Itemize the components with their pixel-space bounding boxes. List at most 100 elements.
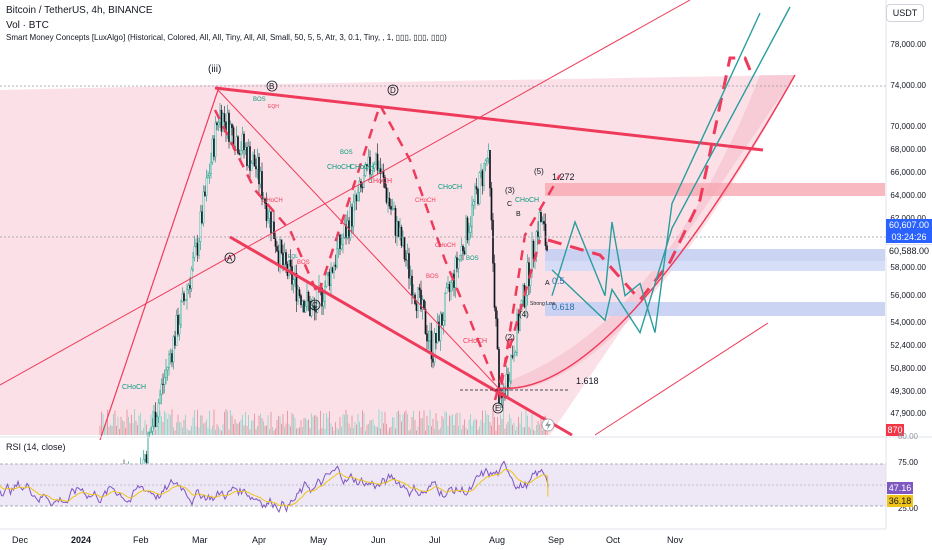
candle-body — [538, 212, 541, 238]
diagonal-line-1 — [217, 89, 506, 396]
rsi-ma-line — [0, 468, 549, 507]
wave-label-4: (4) — [519, 310, 529, 319]
volume-bar — [162, 421, 164, 435]
candle-body — [198, 241, 200, 256]
volume-bar — [137, 425, 138, 435]
rsi-ma-tag: 36.18 — [887, 495, 913, 507]
candle-body — [454, 257, 457, 288]
volume-bar — [254, 413, 255, 435]
volume-bar — [260, 413, 261, 435]
candle-body — [295, 273, 298, 302]
candle-body — [244, 147, 247, 151]
volume-bar — [168, 413, 170, 435]
indicator-legend[interactable]: Smart Money Concepts [LuxAlgo] (Historic… — [6, 33, 447, 42]
volume-bar — [120, 416, 122, 435]
smc-choch-1: CHoCH — [122, 384, 146, 391]
candle-body — [147, 433, 149, 463]
volume-bar — [273, 430, 275, 435]
volume-bar — [203, 423, 204, 435]
volume-bar — [363, 412, 365, 435]
last-price-tag: 60,607.00 03:24:26 — [886, 219, 932, 243]
candle-body — [400, 227, 403, 246]
smc-choch-3: CHoCH — [327, 164, 351, 171]
candle-body — [444, 293, 446, 321]
volume-bar — [456, 412, 458, 435]
volume-bar — [204, 422, 206, 435]
volume-legend[interactable]: Vol · BTC — [6, 20, 49, 31]
volume-bar — [291, 413, 293, 435]
candle-body — [340, 244, 343, 249]
volume-bar — [177, 414, 179, 435]
volume-bar — [338, 429, 339, 435]
candle-body — [175, 314, 178, 346]
candle-body — [169, 353, 172, 355]
volume-bar — [401, 421, 402, 435]
volume-bar — [110, 424, 111, 435]
candle-body — [406, 253, 409, 261]
small-letter-a: A — [545, 280, 550, 287]
price-tick: 68,000.00 — [890, 145, 926, 154]
volume-bar — [536, 425, 537, 435]
candle-body — [385, 187, 388, 203]
volume-bar — [368, 424, 369, 435]
price-axis[interactable]: 78,000.00 74,000.00 70,000.00 68,000.00 … — [886, 0, 932, 437]
volume-bar — [477, 429, 479, 435]
volume-bar — [342, 414, 344, 435]
candle-body — [253, 154, 256, 167]
volume-bar — [320, 410, 321, 435]
candle-body — [159, 394, 161, 404]
volume-bar — [431, 426, 432, 435]
candle-body — [378, 168, 380, 171]
volume-bar — [419, 411, 420, 435]
volume-bar — [491, 425, 492, 435]
candle-body — [445, 287, 448, 294]
demand-zone-lower — [545, 261, 885, 271]
volume-bar — [492, 410, 494, 435]
candle-body — [265, 203, 268, 221]
volume-bar — [218, 426, 219, 435]
volume-bar — [269, 428, 270, 435]
candle-body — [252, 154, 254, 164]
candle-body — [372, 167, 374, 171]
candle-body — [339, 234, 341, 249]
volume-bar — [228, 429, 230, 435]
candle-body — [403, 236, 406, 260]
volume-bar — [455, 414, 456, 435]
volume-bar — [398, 410, 399, 435]
volume-bar — [449, 415, 450, 435]
candle-body — [148, 432, 151, 434]
candle-body — [532, 240, 535, 260]
time-axis[interactable]: Dec 2024 Feb Mar Apr May Jun Jul Aug Sep… — [0, 530, 886, 550]
wave-circle-E: E — [492, 402, 504, 414]
svg-text:D: D — [390, 86, 396, 95]
volume-bar — [372, 419, 374, 435]
candle-body — [172, 336, 175, 363]
lightning-icon[interactable] — [541, 418, 555, 432]
candle-body — [307, 291, 310, 302]
volume-bar — [459, 412, 461, 435]
volume-bar — [474, 418, 476, 435]
volume-bar — [488, 415, 489, 435]
volume-bar — [144, 420, 146, 435]
small-letter-b: B — [516, 211, 521, 218]
candle-body — [450, 282, 452, 292]
rsi-title[interactable]: RSI (14, close) — [6, 442, 66, 452]
candle-body — [387, 197, 389, 203]
candle-body — [405, 259, 407, 261]
rsi-axis[interactable]: 80.00 75.00 25.00 — [886, 432, 932, 529]
volume-bar — [246, 426, 248, 435]
candle-body — [315, 310, 317, 313]
volume-bar — [441, 416, 443, 435]
candle-body — [279, 239, 281, 264]
candle-body — [472, 201, 475, 206]
candle-body — [522, 284, 524, 301]
candle-body — [541, 221, 544, 223]
symbol-title[interactable]: Bitcoin / TetherUS, 4h, BINANCE — [6, 5, 153, 16]
currency-button[interactable]: USDT — [886, 4, 924, 22]
candle-body — [448, 284, 451, 292]
volume-bar — [354, 421, 356, 435]
candle-body — [151, 426, 154, 432]
volume-bar — [528, 426, 530, 435]
